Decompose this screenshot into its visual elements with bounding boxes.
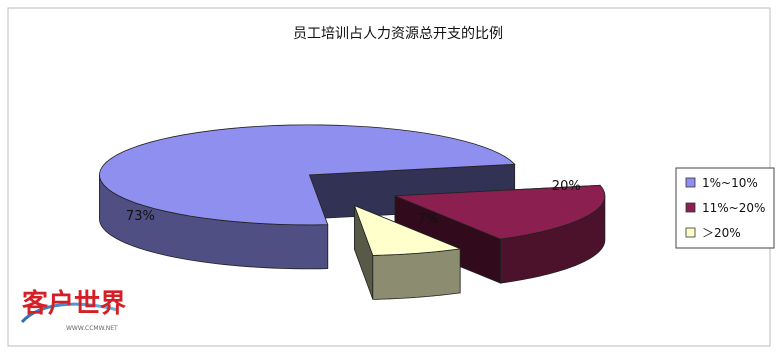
pie-slice-over-20-top [353,204,462,256]
slice-value-label-over-20: 7% [418,212,439,227]
slice-value-label-11-20: 20% [552,179,581,194]
watermark-logo: 客户世界 WWW.CCMW.NET [20,288,126,332]
watermark-subtext: WWW.CCMW.NET [66,325,118,332]
pie-slice-11-20 [394,184,606,284]
legend-label-11-20: 11%~20% [702,201,765,215]
pie-layer [99,124,606,300]
chart-title: 员工培训占人力资源总开支的比例 [293,26,503,42]
slice-value-label-1-10: 73% [126,209,155,224]
pie-slice-over-20 [353,204,462,300]
pie-slice-over-20-rim-0 [372,248,461,300]
pie-slice-1-10 [99,124,516,270]
legend-swatch-11-20 [685,202,696,213]
legend: 1%~10% 11%~20% ＞20% [675,167,775,249]
legend-label-over-20: ＞20% [702,226,741,240]
pie-slice-1-10-top [99,124,516,226]
logo-swoosh-icon [20,302,119,324]
legend-swatch-1-10 [685,177,696,188]
watermark-text: 客户世界 [22,288,126,319]
legend-swatch-over-20 [685,227,696,238]
pie-slice-11-20-top [394,184,606,240]
legend-label-1-10: 1%~10% [702,176,758,190]
